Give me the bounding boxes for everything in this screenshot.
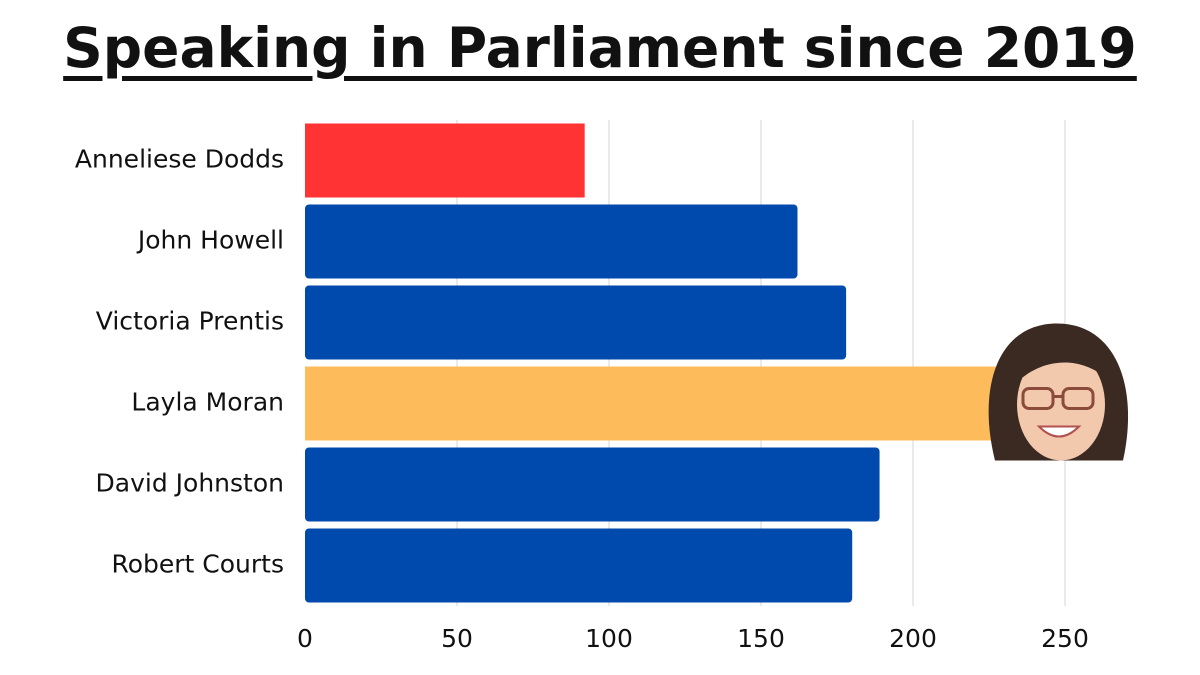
category-label: Victoria Prentis <box>96 307 284 336</box>
smile <box>1036 425 1082 438</box>
grid-lines <box>456 120 1066 606</box>
x-tick-label: 250 <box>1041 624 1089 653</box>
bar-john-howell <box>305 204 798 279</box>
chart-title: Speaking in Parliament since 2019 <box>63 16 1137 80</box>
x-tick-label: 200 <box>889 624 937 653</box>
bar-robert-courts <box>305 528 853 603</box>
x-tick-label: 100 <box>585 624 633 653</box>
category-label: David Johnston <box>96 469 284 498</box>
fringe <box>1011 345 1107 389</box>
category-labels: Anneliese Dodds John Howell Victoria Prent… <box>75 145 284 579</box>
category-label: Robert Courts <box>111 550 284 579</box>
bar-anneliese-dodds <box>305 123 585 198</box>
category-label: Anneliese Dodds <box>75 145 284 174</box>
bar-victoria-prentis <box>305 285 847 360</box>
x-tick-label: 150 <box>737 624 785 653</box>
x-tick-labels: 0 50 100 150 200 250 <box>297 624 1089 653</box>
bar-david-johnston <box>305 447 880 522</box>
x-tick-label: 0 <box>297 624 313 653</box>
portrait-photo-icon <box>988 323 1129 461</box>
bars <box>305 123 1020 603</box>
face <box>1017 348 1105 461</box>
glasses-right <box>1061 387 1095 410</box>
glasses-left <box>1021 387 1055 410</box>
category-label: Layla Moran <box>131 388 284 417</box>
bar-layla-moran <box>305 366 1020 441</box>
category-label: John Howell <box>136 226 284 255</box>
x-tick-label: 50 <box>441 624 473 653</box>
